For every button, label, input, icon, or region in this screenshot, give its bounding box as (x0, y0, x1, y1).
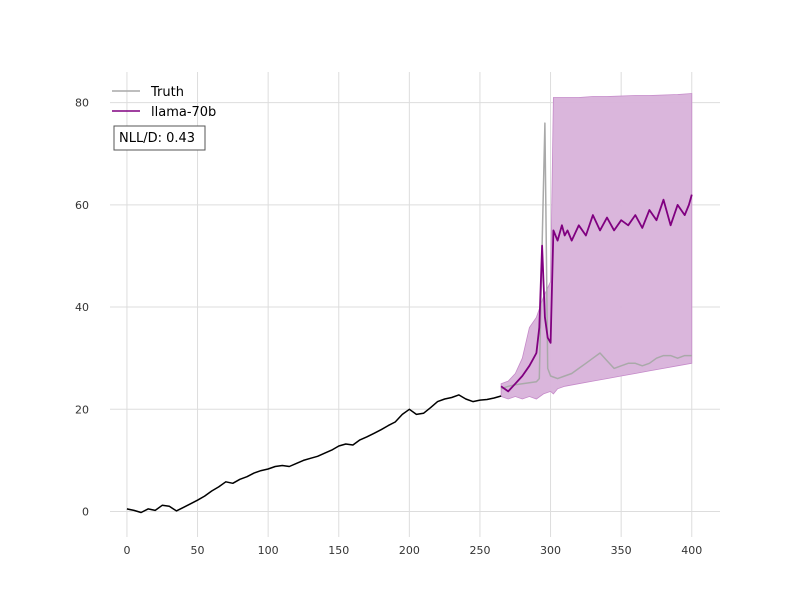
legend: Truth llama-70b (112, 85, 216, 120)
x-axis-ticks: 0 50 100 150 200 250 300 350 400 (123, 544, 702, 557)
x-tick-label: 100 (258, 544, 279, 557)
y-axis-ticks: 0 20 40 60 80 (75, 97, 89, 519)
y-tick-label: 60 (75, 199, 89, 212)
x-tick-label: 0 (123, 544, 130, 557)
x-tick-label: 400 (681, 544, 702, 557)
y-tick-label: 20 (75, 403, 89, 416)
x-tick-label: 150 (328, 544, 349, 557)
history-line (126, 394, 502, 514)
x-tick-label: 300 (540, 544, 561, 557)
legend-label-truth: Truth (150, 85, 184, 100)
truth-line (500, 122, 692, 390)
y-tick-label: 80 (75, 97, 89, 110)
annotation-box (113, 125, 206, 151)
x-tick-label: 200 (399, 544, 420, 557)
llama-70b-line (500, 194, 693, 393)
x-tick-label: 50 (191, 544, 205, 557)
legend-label-llama: llama-70b (151, 105, 216, 120)
forecast-band (500, 93, 693, 400)
x-tick-label: 350 (611, 544, 632, 557)
annotation-text: NLL/D: 0.43 (119, 131, 195, 146)
x-tick-label: 250 (469, 544, 490, 557)
forecast-interval-band (500, 93, 693, 400)
y-tick-label: 0 (82, 505, 89, 518)
nll-annotation: NLL/D: 0.43 (113, 125, 206, 151)
series-lines (126, 122, 693, 514)
y-tick-label: 40 (75, 301, 89, 314)
